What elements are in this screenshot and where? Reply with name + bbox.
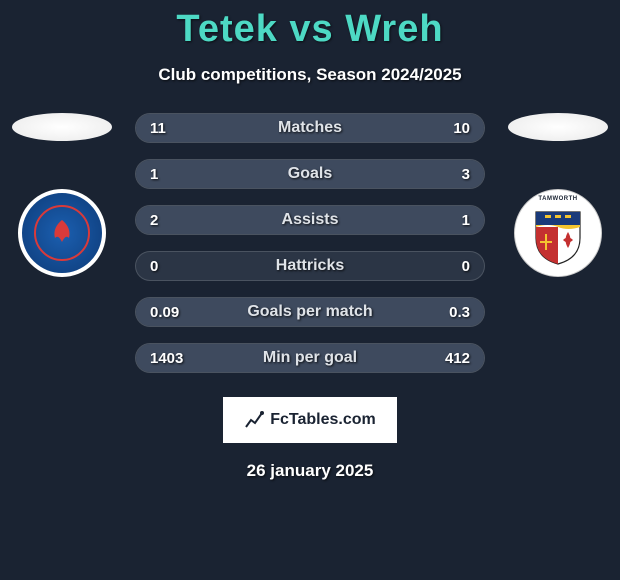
stat-label: Goals <box>288 165 332 183</box>
stat-label: Goals per match <box>247 303 372 321</box>
club-badge-right: TAMWORTH <box>514 189 602 277</box>
stat-label: Matches <box>278 119 342 137</box>
stat-value-right: 0.3 <box>449 304 470 321</box>
content-area: 11Matches101Goals32Assists10Hattricks00.… <box>0 113 620 373</box>
page-subtitle: Club competitions, Season 2024/2025 <box>158 65 461 85</box>
stat-value-right: 412 <box>445 350 470 367</box>
branding-badge[interactable]: FcTables.com <box>223 397 397 443</box>
infographic-root: Tetek vs Wreh Club competitions, Season … <box>0 0 620 580</box>
stat-value-left: 11 <box>150 120 166 137</box>
club-badge-left <box>18 189 106 277</box>
stat-value-right: 0 <box>462 258 470 275</box>
club-right-label: TAMWORTH <box>538 196 577 202</box>
left-side <box>7 113 117 277</box>
stat-value-left: 1 <box>150 166 158 183</box>
stat-label: Hattricks <box>276 257 344 275</box>
phoenix-icon <box>34 205 90 261</box>
stat-value-left: 2 <box>150 212 158 229</box>
date-text: 26 january 2025 <box>247 461 374 481</box>
stat-fill-right <box>223 160 484 188</box>
stat-row: 2 Assists 1 <box>135 205 485 235</box>
stat-label: Assists <box>282 211 339 229</box>
stat-value-right: 3 <box>462 166 470 183</box>
stat-value-left: 0.09 <box>150 304 179 321</box>
shield-icon <box>533 210 583 265</box>
stat-value-left: 0 <box>150 258 158 275</box>
stat-row: 11 Matches 10 <box>135 113 485 143</box>
phoenix-svg <box>43 214 81 252</box>
stat-label: Min per goal <box>263 349 357 367</box>
stat-value-right: 10 <box>453 120 470 137</box>
player-avatar-right <box>508 113 608 141</box>
stats-column: 11Matches101Goals32Assists10Hattricks00.… <box>135 113 485 373</box>
stat-row: 1403 Min per goal 412 <box>135 343 485 373</box>
stat-value-left: 1403 <box>150 350 183 367</box>
right-side: TAMWORTH <box>503 113 613 277</box>
stat-row: 0.09 Goals per match 0.3 <box>135 297 485 327</box>
stat-value-right: 1 <box>462 212 470 229</box>
stat-row: 1 Goals 3 <box>135 159 485 189</box>
chart-icon <box>244 409 266 431</box>
player-avatar-left <box>12 113 112 141</box>
stat-row: 0 Hattricks 0 <box>135 251 485 281</box>
branding-text: FcTables.com <box>270 411 376 429</box>
page-title: Tetek vs Wreh <box>176 8 443 51</box>
